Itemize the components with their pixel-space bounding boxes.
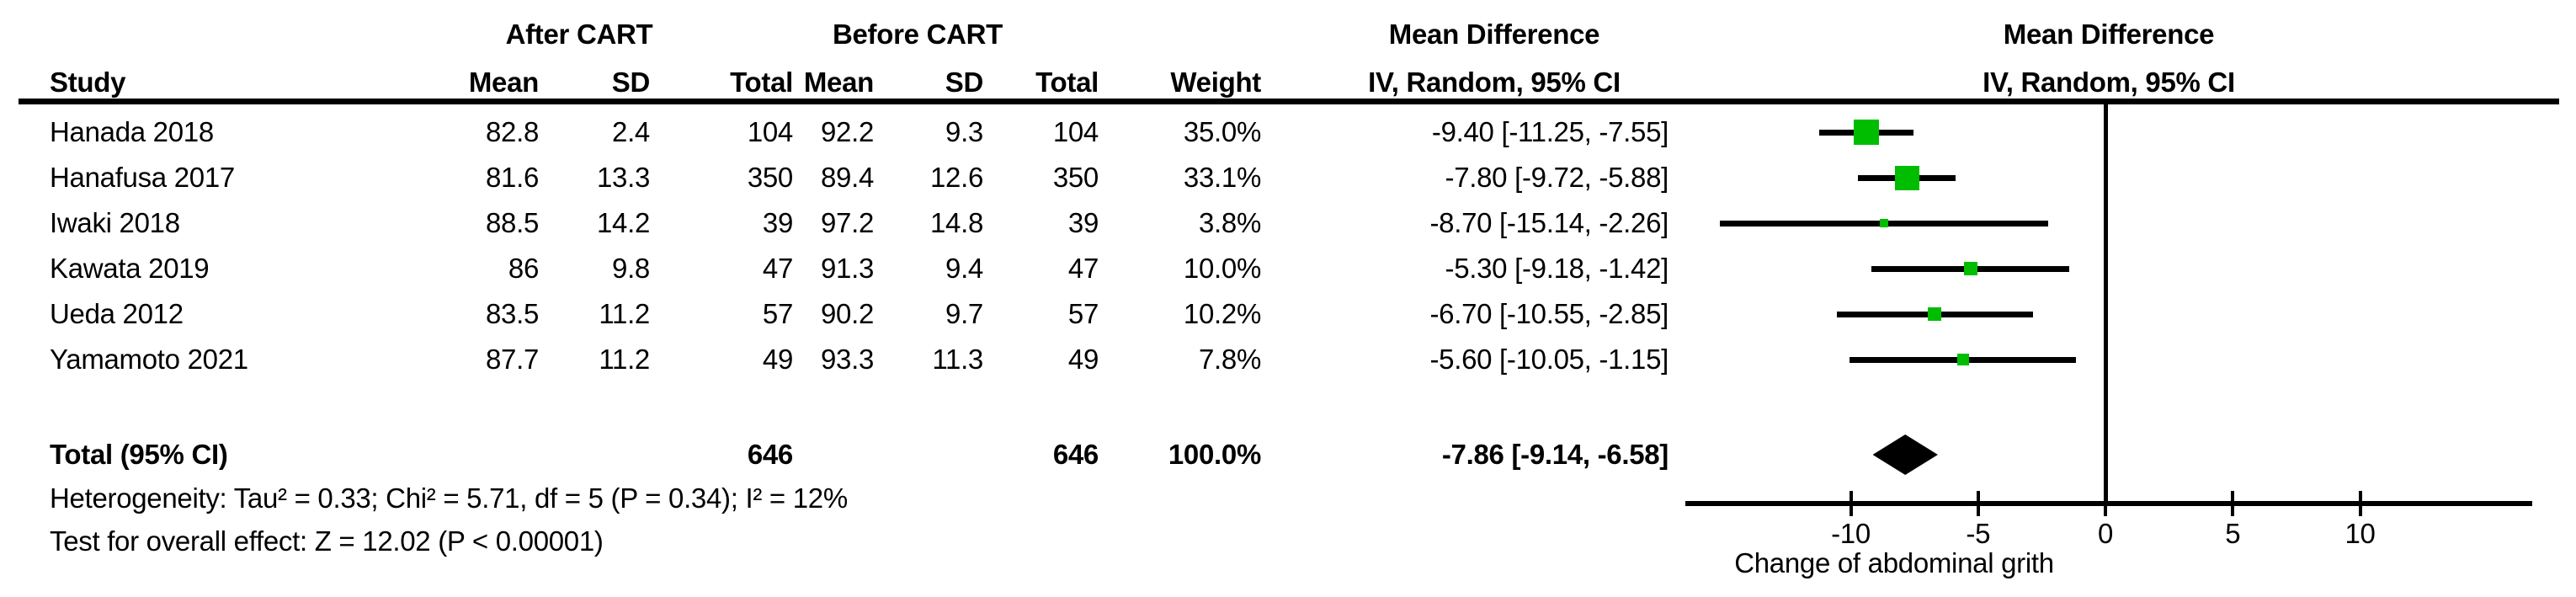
ci-text: -5.60 [-10.05, -1.15] — [1429, 344, 1669, 375]
sd-after: 2.4 — [612, 116, 650, 147]
column-header-study: Study — [50, 67, 126, 98]
weight: 35.0% — [1183, 116, 1261, 147]
total-after: 47 — [762, 253, 793, 284]
after-cart-group-header: After CART — [505, 19, 653, 50]
axis-tick-label: 10 — [2344, 518, 2376, 549]
mean-before: 92.2 — [820, 116, 874, 147]
total-before: 104 — [1052, 116, 1099, 147]
axis-tick-label: -10 — [1831, 518, 1871, 549]
study-name: Iwaki 2018 — [50, 207, 180, 238]
weight: 3.8% — [1198, 207, 1261, 238]
total-after: 350 — [747, 162, 793, 193]
total-after-sum: 646 — [747, 439, 793, 470]
mean-before: 91.3 — [820, 253, 874, 284]
axis-tick-label: -5 — [1966, 518, 1991, 549]
mean-after: 81.6 — [485, 162, 539, 193]
mean-before: 89.4 — [820, 162, 874, 193]
sd-before: 14.8 — [929, 207, 983, 238]
zero-effect-line — [2104, 104, 2108, 504]
column-header-mean-after: Mean — [468, 67, 539, 98]
total-after: 57 — [762, 298, 793, 329]
axis-tick-label: 5 — [2225, 518, 2241, 549]
total-before: 350 — [1052, 162, 1099, 193]
column-header-total-after: Total — [730, 67, 793, 98]
sd-before: 9.4 — [945, 253, 983, 284]
weight: 33.1% — [1183, 162, 1261, 193]
total-before-sum: 646 — [1052, 439, 1099, 470]
study-name: Hanada 2018 — [50, 116, 214, 147]
axis-tick — [2358, 491, 2362, 516]
mean-before: 97.2 — [820, 207, 874, 238]
axis-tick — [2104, 491, 2107, 516]
before-cart-group-header: Before CART — [832, 19, 1003, 50]
mean-after: 83.5 — [485, 298, 539, 329]
header-separator-line — [19, 99, 2559, 104]
md-plot-header-line1: Mean Difference — [2003, 19, 2215, 50]
x-axis — [1685, 501, 2532, 506]
mean-before: 90.2 — [820, 298, 874, 329]
weight: 10.0% — [1183, 253, 1261, 284]
sd-after: 14.2 — [596, 207, 650, 238]
x-axis-label: Change of abdominal grith — [1734, 547, 2054, 578]
heterogeneity-text: Heterogeneity: Tau² = 0.33; Chi² = 5.71,… — [50, 482, 848, 514]
mean-after: 82.8 — [485, 116, 539, 147]
column-header-sd-after: SD — [611, 67, 651, 98]
effect-square — [1879, 219, 1888, 227]
ci-text: -5.30 [-9.18, -1.42] — [1445, 253, 1669, 284]
total-before: 57 — [1067, 298, 1099, 329]
study-name: Hanafusa 2017 — [50, 162, 235, 193]
axis-tick — [2231, 491, 2235, 516]
ci-text: -8.70 [-15.14, -2.26] — [1429, 207, 1669, 238]
effect-square — [1894, 165, 1919, 190]
mean-before: 93.3 — [820, 344, 874, 375]
column-header-weight: Weight — [1170, 67, 1261, 98]
md-text-header-line1: Mean Difference — [1388, 19, 1600, 50]
total-weight: 100.0% — [1168, 439, 1261, 470]
sd-after: 13.3 — [596, 162, 650, 193]
column-header-sd-before: SD — [945, 67, 984, 98]
ci-text: -6.70 [-10.55, -2.85] — [1429, 298, 1669, 329]
study-name: Yamamoto 2021 — [50, 344, 248, 375]
sd-before: 9.3 — [945, 116, 983, 147]
sd-before: 12.6 — [929, 162, 983, 193]
effect-square — [1853, 120, 1879, 145]
sd-before: 9.7 — [945, 298, 983, 329]
effect-square — [1956, 354, 1969, 365]
effect-square — [1963, 262, 1977, 275]
column-header-total-before: Total — [1035, 67, 1099, 98]
pooled-diamond — [1872, 434, 1938, 475]
total-before: 47 — [1067, 253, 1099, 284]
mean-after: 88.5 — [485, 207, 539, 238]
ci-text: -9.40 [-11.25, -7.55] — [1431, 116, 1669, 147]
total-before: 39 — [1067, 207, 1099, 238]
weight: 10.2% — [1183, 298, 1261, 329]
sd-before: 11.3 — [932, 344, 983, 375]
total-label: Total (95% CI) — [50, 439, 228, 470]
effect-square — [1928, 307, 1942, 321]
sd-after: 11.2 — [599, 344, 650, 375]
weight: 7.8% — [1198, 344, 1261, 375]
total-ci-text: -7.86 [-9.14, -6.58] — [1441, 439, 1669, 470]
study-name: Kawata 2019 — [50, 253, 210, 284]
sd-after: 9.8 — [612, 253, 650, 284]
axis-tick — [1849, 491, 1853, 516]
total-after: 104 — [747, 116, 793, 147]
md-text-header-line2: IV, Random, 95% CI — [1368, 67, 1621, 98]
total-after: 49 — [762, 344, 793, 375]
sd-after: 11.2 — [599, 298, 650, 329]
study-name: Ueda 2012 — [50, 298, 184, 329]
mean-after: 87.7 — [485, 344, 539, 375]
total-before: 49 — [1067, 344, 1099, 375]
axis-tick-label: 0 — [2097, 518, 2114, 549]
mean-after: 86 — [508, 253, 539, 284]
overall-effect-text: Test for overall effect: Z = 12.02 (P < … — [50, 525, 604, 557]
column-header-mean-before: Mean — [803, 67, 874, 98]
total-after: 39 — [762, 207, 793, 238]
md-plot-header-line2: IV, Random, 95% CI — [1983, 67, 2235, 98]
ci-text: -7.80 [-9.72, -5.88] — [1445, 162, 1669, 193]
study-table: Study Mean SD Total Mean SD Total Weight… — [50, 0, 1669, 563]
axis-tick — [1976, 491, 1980, 516]
